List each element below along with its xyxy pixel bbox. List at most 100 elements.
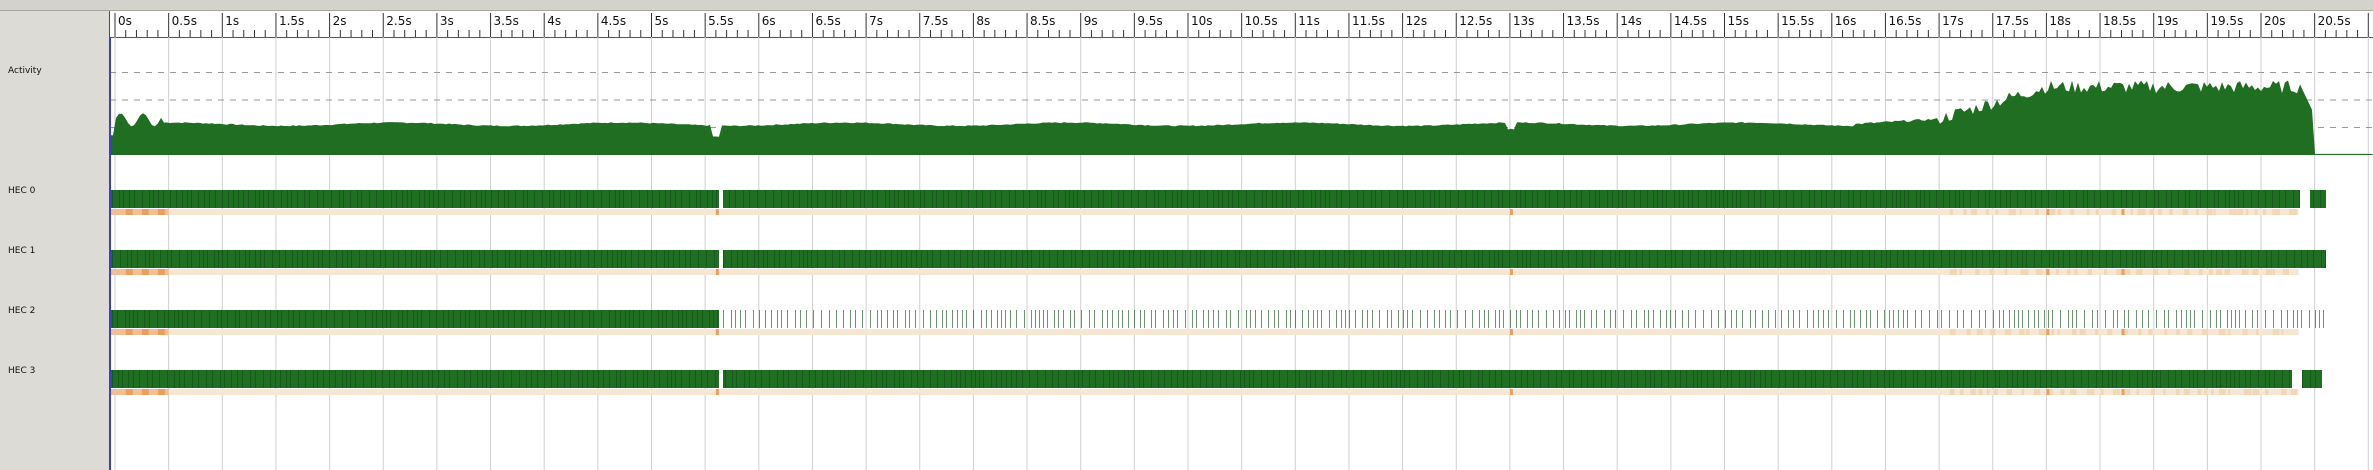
hec-gc-light-mark — [2008, 209, 2016, 215]
hec-activity-stripe — [444, 370, 445, 388]
hec-activity-stripe — [396, 190, 397, 208]
hec-activity-stripe — [1294, 250, 1295, 268]
hec-activity-stripe — [1400, 370, 1401, 388]
hec-activity-stripe — [1016, 370, 1017, 388]
hec-activity-stripe — [117, 310, 118, 328]
hec-activity-stripe — [171, 250, 172, 268]
hec-activity-stripe — [350, 370, 351, 388]
hec-activity-stripe — [1388, 250, 1389, 268]
hec-activity-stripe — [1532, 310, 1533, 328]
hec-activity-stripe — [871, 370, 872, 388]
hec-activity-stripe — [1823, 370, 1824, 388]
hec-activity-stripe — [859, 250, 860, 268]
hec-gc-light-mark — [2048, 389, 2053, 395]
hec-activity-stripe — [2193, 370, 2194, 388]
hec-activity-stripe — [398, 250, 399, 268]
hec-activity-stripe — [679, 250, 680, 268]
hec-activity-stripe — [187, 310, 188, 328]
hec-activity-stripe — [112, 250, 113, 268]
hec-activity-stripe — [2087, 250, 2088, 268]
hec-activity-stripe — [588, 250, 589, 268]
hec-activity-stripe — [1631, 310, 1632, 328]
timeline-canvas[interactable] — [110, 37, 2373, 470]
hec-activity-stripe — [2198, 250, 2199, 268]
hec-activity-stripe — [2274, 370, 2275, 388]
hec-activity-stripe — [986, 310, 987, 328]
hec-activity-stripe — [1971, 310, 1972, 328]
hec-activity-stripe — [2220, 310, 2221, 328]
hec-activity-stripe — [781, 310, 782, 328]
hec-activity-stripe — [2323, 310, 2324, 328]
hec-activity-stripe — [1037, 370, 1038, 388]
hec-activity-stripe — [1760, 370, 1761, 388]
hec-activity-stripe — [470, 190, 471, 208]
hec-activity-stripe — [1576, 310, 1577, 328]
hec-activity-stripe — [1250, 250, 1251, 268]
time-ruler[interactable]: 0s 0.5s 1s 1.5s 2s 2.5s 3s 3.5s 4s 4.5s 5s 5.5s 6s 6.… — [110, 11, 2373, 38]
hec-activity-stripe — [1187, 370, 1188, 388]
hec-activity-stripe — [956, 190, 957, 208]
hec-activity-stripe — [1168, 310, 1169, 328]
hec-gc-light-mark — [1976, 329, 1984, 335]
hec-activity-stripe — [785, 250, 786, 268]
hec-activity-stripe — [1107, 250, 1108, 268]
hec-activity-stripe — [1423, 190, 1424, 208]
hec-activity-stripe — [803, 250, 804, 268]
hec-activity-stripe — [1238, 310, 1239, 328]
hec-activity-stripe — [167, 370, 168, 388]
hec-activity-stripe — [2152, 370, 2153, 388]
hec-activity-stripe — [870, 250, 871, 268]
hec-activity-stripe — [1439, 190, 1440, 208]
hec-activity-stripe — [1341, 190, 1342, 208]
hec-activity-stripe — [1711, 310, 1712, 328]
hec-activity-stripe — [432, 370, 433, 388]
hec-activity-stripe — [2028, 310, 2029, 328]
hec-activity-stripe — [807, 250, 808, 268]
hec-activity-stripe — [1466, 250, 1467, 268]
hec-activity-stripe — [557, 370, 558, 388]
hec-activity-stripe — [997, 310, 998, 328]
hec-activity-stripe — [1341, 370, 1342, 388]
hec-gc-light-mark — [2055, 269, 2059, 275]
hec-activity-stripe — [2230, 370, 2231, 388]
ruler-tick-label: 16s — [1834, 14, 1857, 28]
hec-activity-stripe — [2202, 310, 2203, 328]
hec-activity-stripe — [1313, 310, 1314, 328]
hec-activity-stripe — [118, 370, 119, 388]
hec-activity-stripe — [1397, 190, 1398, 208]
hec-gc-light-mark — [2213, 209, 2216, 215]
hec-activity-stripe — [1765, 190, 1766, 208]
hec-activity-stripe — [1610, 310, 1611, 328]
hec-gc-light-mark — [2035, 269, 2043, 275]
hec-activity-stripe — [1908, 250, 1909, 268]
hec-activity-stripe — [839, 250, 840, 268]
hec-activity-stripe — [1416, 250, 1417, 268]
hec-activity-stripe — [1668, 370, 1669, 388]
hec-activity-stripe — [570, 370, 571, 388]
hec-activity-stripe — [2250, 370, 2251, 388]
hec-activity-stripe — [452, 190, 453, 208]
hec-gc-light-mark — [2074, 269, 2078, 275]
hec-activity-stripe — [1232, 190, 1233, 208]
hec-activity-stripe — [1477, 190, 1478, 208]
hec-activity-stripe — [1077, 190, 1078, 208]
hec-activity-stripe — [2240, 250, 2241, 268]
hec-activity-stripe — [1854, 310, 1855, 328]
hec-activity-stripe — [2258, 370, 2259, 388]
hec-activity-stripe — [2271, 250, 2272, 268]
hec-activity-stripe — [2010, 190, 2011, 208]
hec-activity-stripe — [428, 370, 429, 388]
hec-activity-stripe — [464, 370, 465, 388]
hec-activity-stripe — [761, 370, 762, 388]
hec-activity-stripe — [2058, 250, 2059, 268]
hec-activity-stripe — [729, 190, 730, 208]
hec-activity-stripe — [259, 190, 260, 208]
hec-activity-stripe — [601, 250, 602, 268]
hec-activity-stripe — [137, 310, 138, 328]
hec-activity-stripe — [1054, 310, 1055, 328]
ruler-tick-label: 15.5s — [1781, 14, 1815, 28]
hec-activity-stripe — [735, 310, 736, 328]
hec-activity-stripe — [419, 190, 420, 208]
hec-activity-stripe — [1631, 370, 1632, 388]
hec-activity-stripe — [265, 310, 266, 328]
